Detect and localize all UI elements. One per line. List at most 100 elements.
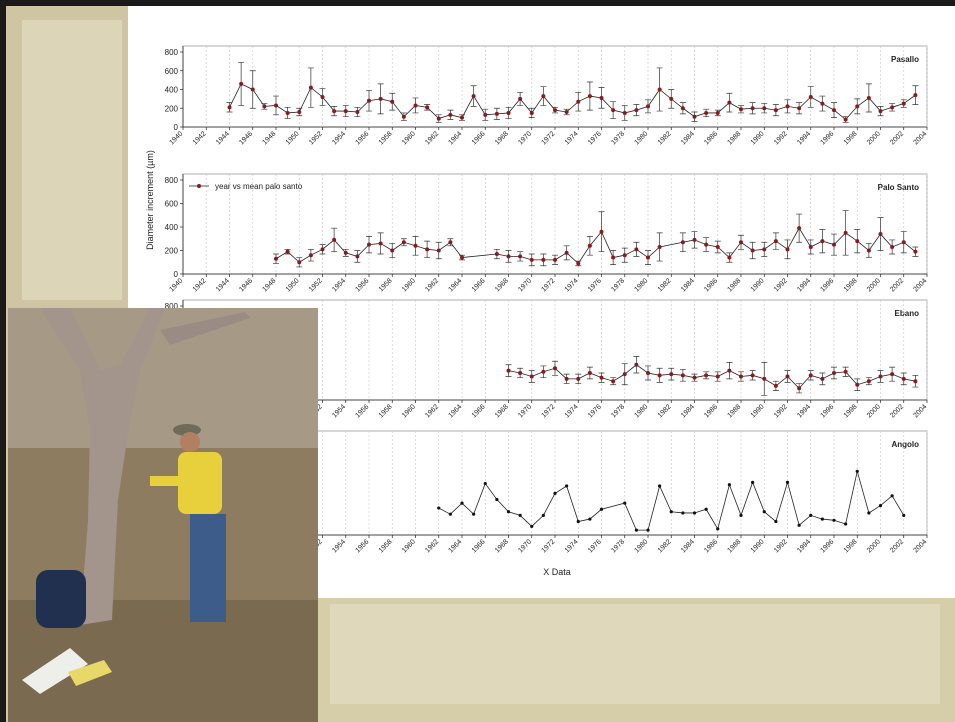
- marker: [901, 240, 906, 245]
- marker: [622, 110, 627, 115]
- marker: [890, 244, 895, 249]
- marker: [646, 104, 650, 109]
- photo-backpack: [36, 570, 86, 628]
- marker: [809, 513, 813, 518]
- marker: [646, 255, 650, 260]
- marker: [576, 261, 581, 266]
- marker: [622, 372, 627, 377]
- marker: [913, 249, 918, 254]
- y-tick-label: 200: [165, 247, 179, 256]
- marker: [599, 375, 604, 380]
- marker: [541, 513, 545, 518]
- marker: [285, 249, 290, 254]
- marker: [692, 511, 697, 515]
- marker: [797, 386, 802, 391]
- marker: [587, 94, 592, 99]
- marker: [599, 507, 604, 511]
- panel-title: Angolo: [891, 440, 919, 449]
- parchment-bottom-inner: [330, 604, 940, 704]
- marker: [820, 101, 825, 106]
- marker: [808, 244, 813, 249]
- marker: [634, 247, 639, 252]
- marker: [832, 108, 836, 113]
- marker: [506, 368, 511, 373]
- photo-tree: [40, 308, 165, 625]
- marker: [704, 373, 709, 378]
- marker: [401, 240, 406, 245]
- marker: [239, 81, 244, 86]
- marker: [808, 95, 813, 99]
- marker: [843, 230, 848, 235]
- marker: [692, 237, 697, 242]
- marker: [250, 87, 255, 92]
- marker: [739, 374, 743, 379]
- marker: [890, 105, 895, 110]
- marker: [681, 511, 685, 515]
- marker: [518, 96, 523, 101]
- marker: [878, 374, 883, 379]
- marker: [541, 94, 546, 99]
- marker: [308, 85, 313, 90]
- marker: [844, 522, 848, 526]
- marker: [890, 372, 895, 377]
- marker: [727, 368, 732, 373]
- marker: [739, 107, 743, 112]
- marker: [413, 103, 418, 108]
- marker: [448, 112, 453, 117]
- marker: [727, 100, 732, 105]
- marker: [785, 104, 790, 109]
- photo-paper: [68, 660, 112, 686]
- y-tick-label: 800: [165, 176, 179, 185]
- marker: [378, 241, 383, 246]
- x-axis-title: X Data: [543, 567, 571, 577]
- marker: [902, 513, 906, 518]
- marker: [739, 513, 743, 518]
- y-tick-label: 800: [165, 48, 179, 57]
- marker: [471, 94, 476, 99]
- y-tick-label: 600: [165, 200, 179, 209]
- marker: [634, 362, 639, 367]
- marker: [611, 379, 616, 384]
- marker: [378, 96, 383, 101]
- marker: [530, 524, 534, 529]
- marker: [832, 242, 836, 247]
- marker: [227, 105, 232, 110]
- legend-label: year vs mean palo santo: [215, 182, 303, 191]
- marker: [437, 506, 441, 510]
- y-tick-label: 400: [165, 86, 179, 95]
- marker: [541, 369, 546, 374]
- marker: [762, 376, 767, 381]
- marker: [506, 510, 511, 514]
- marker: [367, 242, 371, 247]
- marker: [460, 501, 464, 505]
- marker: [785, 374, 790, 379]
- marker: [599, 95, 604, 100]
- marker: [750, 373, 755, 378]
- marker: [599, 229, 604, 234]
- marker: [343, 109, 348, 114]
- marker: [750, 106, 755, 111]
- marker: [658, 484, 662, 488]
- marker: [866, 95, 871, 100]
- marker: [518, 254, 523, 259]
- photo-arm: [150, 476, 184, 486]
- marker: [680, 240, 685, 245]
- marker: [751, 480, 755, 484]
- y-tick-label: 200: [165, 104, 179, 113]
- marker: [832, 518, 836, 522]
- marker: [506, 110, 511, 115]
- marker: [692, 114, 697, 119]
- marker: [587, 243, 592, 248]
- marker: [657, 373, 662, 378]
- marker: [413, 243, 418, 248]
- marker: [692, 375, 697, 380]
- marker: [901, 101, 906, 106]
- marker: [367, 98, 371, 103]
- marker: [355, 110, 360, 114]
- panel-title: Ebano: [895, 309, 920, 318]
- marker: [704, 507, 708, 511]
- marker: [425, 247, 430, 252]
- marker: [622, 253, 627, 258]
- marker: [797, 226, 802, 231]
